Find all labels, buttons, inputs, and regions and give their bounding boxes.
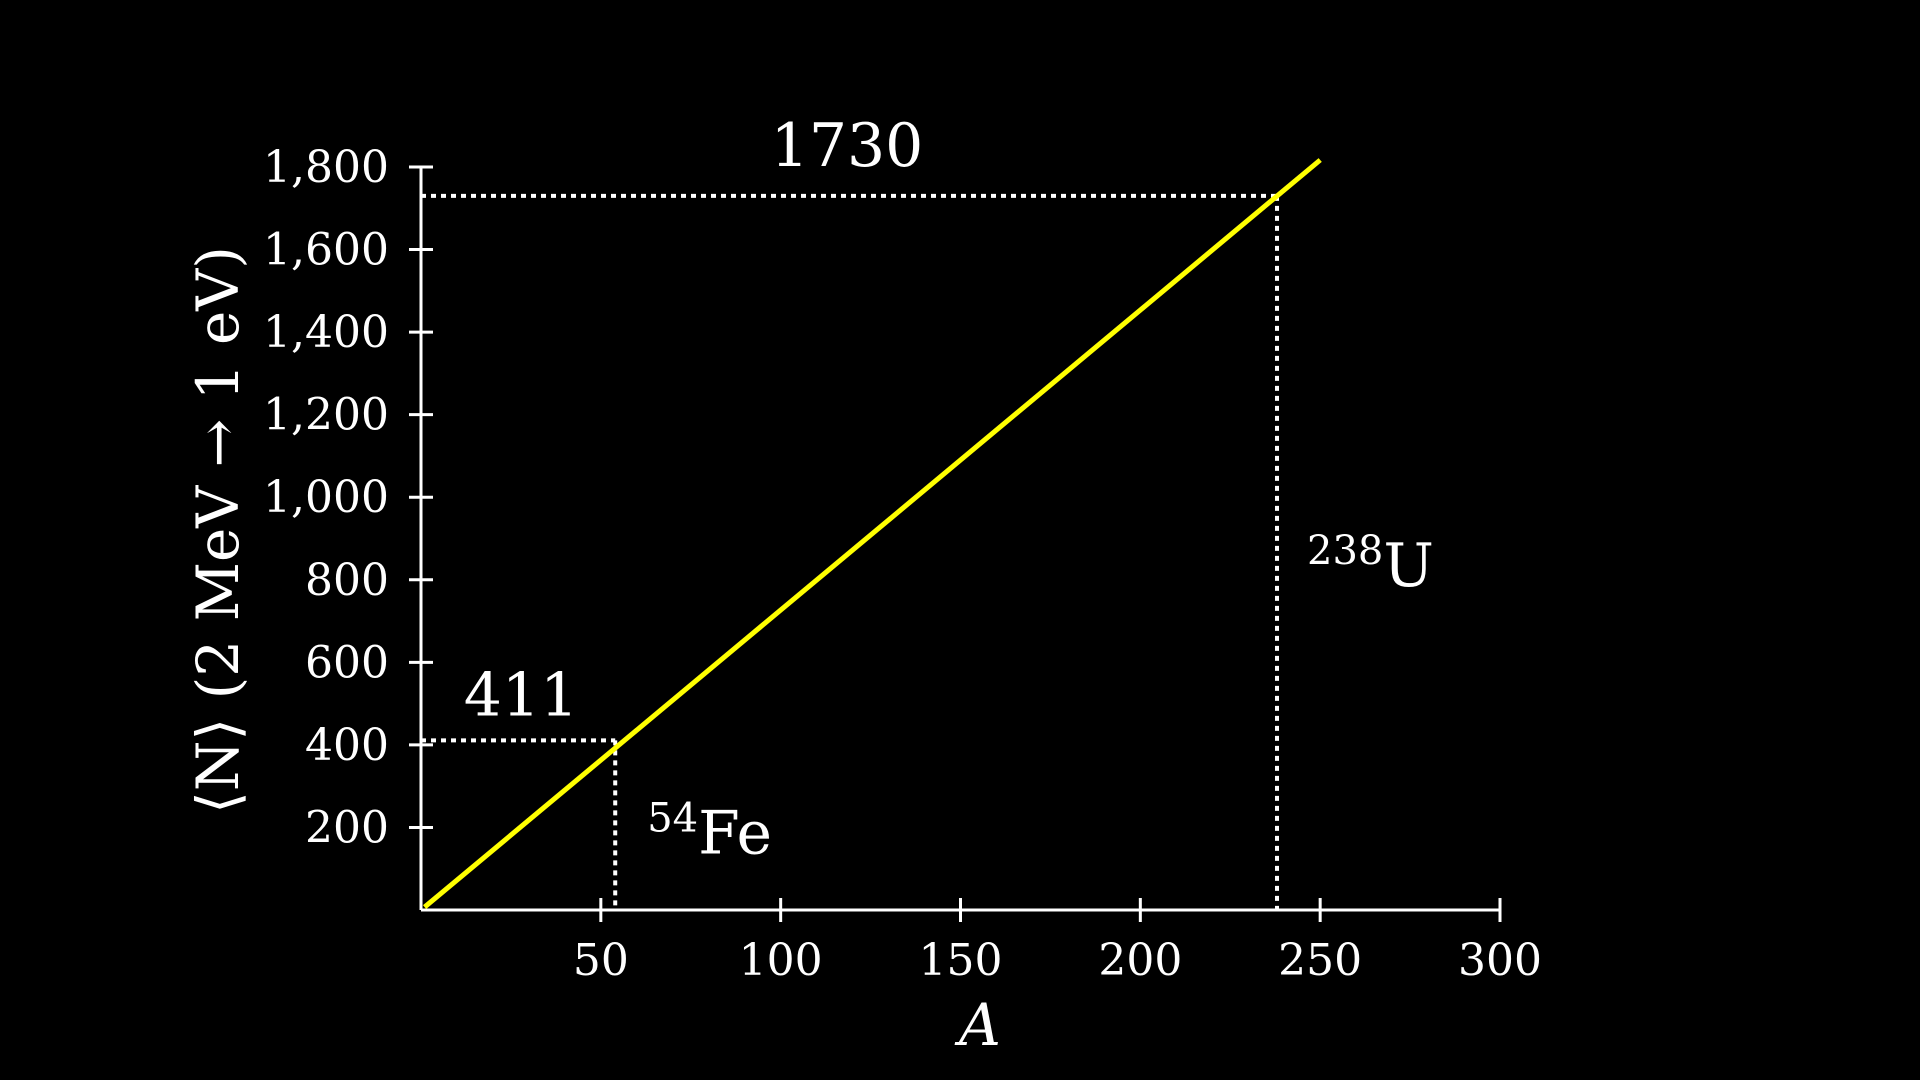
y-tick-label-800: 800 — [305, 555, 389, 606]
x-tick-label-150: 150 — [919, 935, 1003, 986]
x-tick-label-200: 200 — [1098, 935, 1182, 986]
nuclide-symbol-u: U — [1383, 531, 1434, 601]
x-tick-label-100: 100 — [739, 935, 823, 986]
y-tick-label-1600: 1,600 — [263, 225, 389, 276]
y-tick-label-200: 200 — [305, 802, 389, 853]
x-axis-title: A — [954, 991, 1001, 1059]
nuclide-label-fe: 54Fe — [647, 795, 772, 868]
nuclide-symbol-fe: Fe — [698, 798, 772, 868]
series-line-0 — [422, 158, 1322, 910]
y-tick-label-1000: 1,000 — [263, 472, 389, 523]
x-tick-label-250: 250 — [1278, 935, 1362, 986]
y-tick-label-600: 600 — [305, 637, 389, 688]
x-tick-label-50: 50 — [573, 935, 629, 986]
nuclide-mass-u: 238 — [1307, 528, 1383, 574]
y-tick-label-1800: 1,800 — [263, 142, 389, 193]
ticks — [409, 165, 1502, 922]
x-tick-label-300: 300 — [1458, 935, 1542, 986]
y-tick-label-1400: 1,400 — [263, 307, 389, 358]
nuclide-mass-fe: 54 — [647, 795, 698, 841]
value-label-fe: 411 — [464, 660, 579, 730]
series — [422, 158, 1322, 910]
y-tick-label-400: 400 — [305, 720, 389, 771]
labels: 50 100 150 200 250 300 200 400 600 800 1,000 1,200 1… — [184, 142, 1542, 1059]
value-label-u: 1730 — [771, 111, 924, 181]
guide-lines — [421, 193, 1280, 910]
y-tick-label-1200: 1,200 — [263, 390, 389, 441]
nuclide-label-u: 238U — [1307, 528, 1434, 601]
y-axis-title: ⟨N⟩ (2 MeV → 1 eV) — [184, 246, 252, 814]
annotations: 411 54Fe 1730 238U — [464, 111, 1434, 868]
